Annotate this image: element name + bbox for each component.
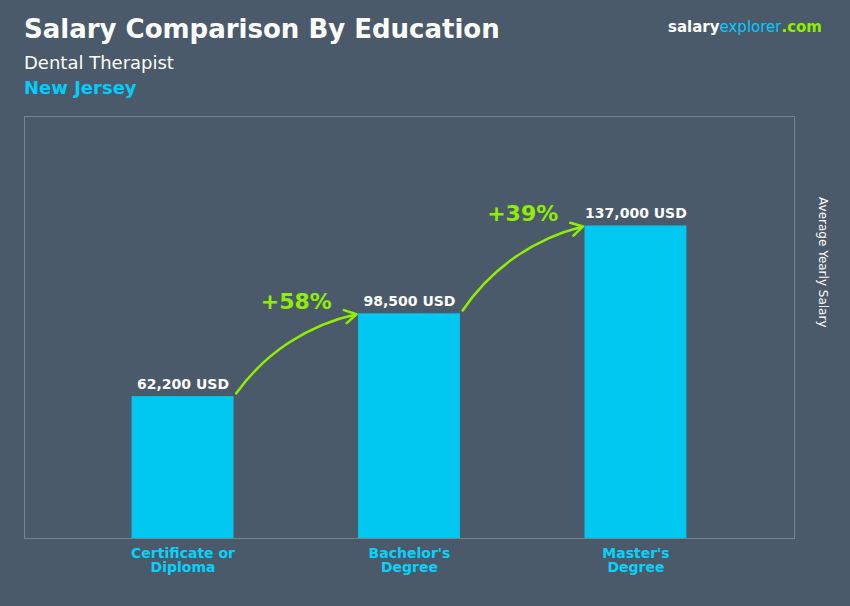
svg-text:62,200 USD: 62,200 USD	[137, 376, 229, 392]
svg-text:137,000 USD: 137,000 USD	[585, 205, 687, 221]
svg-text:98,500 USD: 98,500 USD	[364, 293, 456, 309]
svg-text:Certificate orDiploma: Certificate orDiploma	[131, 545, 235, 575]
svg-text:Master'sDegree: Master'sDegree	[602, 545, 669, 575]
svg-text:+58%: +58%	[261, 289, 332, 314]
svg-text:Bachelor'sDegree: Bachelor'sDegree	[369, 545, 451, 575]
svg-text:Average Yearly Salary: Average Yearly Salary	[816, 197, 830, 327]
html-text:Salary Comparison By Education: Salary Comparison By Education	[24, 14, 500, 44]
svg-text:+39%: +39%	[487, 201, 558, 226]
html-text:New Jersey: New Jersey	[24, 77, 137, 98]
html-text:salary explorer.com: salary explorer.com	[668, 18, 822, 36]
html-text:Dental Therapist: Dental Therapist	[24, 52, 174, 73]
